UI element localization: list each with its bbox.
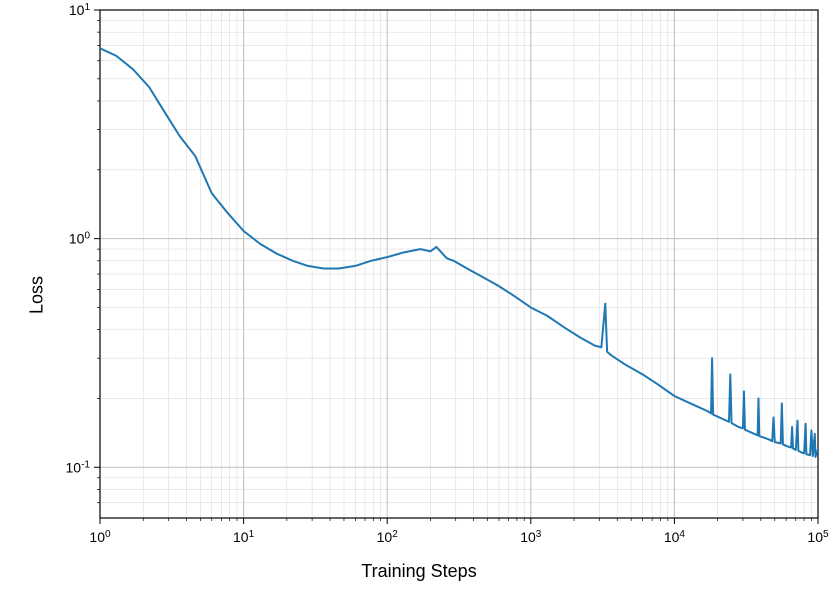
y-axis-label: Loss xyxy=(27,276,48,314)
svg-text:101: 101 xyxy=(69,2,91,19)
svg-text:104: 104 xyxy=(664,529,686,546)
chart-container: 100 101 102 103 104 105 10-1 100 101 Loss Traini… xyxy=(0,0,838,590)
svg-text:103: 103 xyxy=(520,529,542,546)
svg-text:100: 100 xyxy=(69,230,91,247)
svg-text:100: 100 xyxy=(89,529,111,546)
svg-text:101: 101 xyxy=(233,529,255,546)
line-chart: 100 101 102 103 104 105 10-1 100 101 xyxy=(0,0,838,590)
svg-text:10-1: 10-1 xyxy=(66,459,91,476)
svg-text:105: 105 xyxy=(807,529,829,546)
x-axis-label: Training Steps xyxy=(0,561,838,582)
svg-text:102: 102 xyxy=(377,529,399,546)
